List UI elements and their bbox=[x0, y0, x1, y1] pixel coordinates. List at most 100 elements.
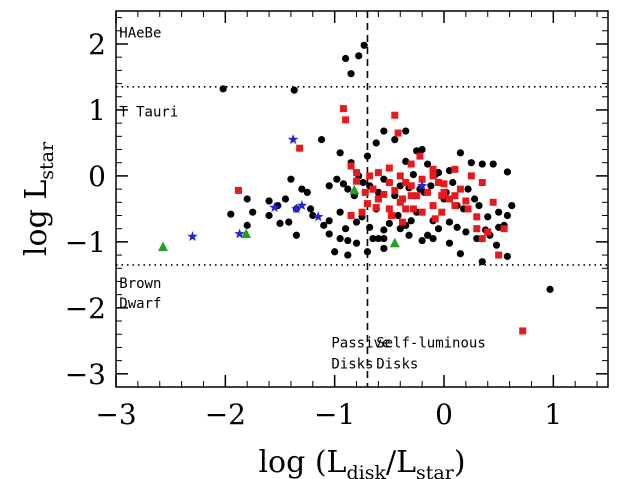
data-point-circle bbox=[325, 182, 333, 190]
data-point-square bbox=[296, 144, 304, 152]
axis-title-subscript: star bbox=[416, 462, 455, 479]
data-point-circle bbox=[434, 225, 443, 233]
x-tick-label: 1 bbox=[544, 398, 562, 431]
data-point-circle bbox=[409, 170, 417, 179]
data-point-circle bbox=[445, 167, 454, 175]
data-point-square bbox=[435, 179, 443, 187]
data-point-circle bbox=[402, 127, 410, 135]
data-point-circle bbox=[355, 52, 363, 60]
region-label: Dwarf bbox=[119, 296, 161, 312]
data-point-circle bbox=[418, 236, 426, 245]
data-point-square bbox=[424, 188, 432, 196]
data-point-circle bbox=[281, 195, 290, 203]
data-point-circle bbox=[344, 236, 352, 245]
data-point-square bbox=[402, 205, 410, 213]
data-point-star bbox=[269, 202, 280, 213]
data-point-circle bbox=[492, 241, 501, 249]
data-point-triangle bbox=[158, 241, 169, 252]
data-point-square bbox=[234, 186, 242, 194]
data-point-square bbox=[388, 211, 396, 219]
data-point-circle bbox=[478, 160, 486, 168]
y-tick-label: −2 bbox=[65, 292, 106, 325]
data-point-circle bbox=[467, 159, 475, 167]
data-point-circle bbox=[471, 195, 479, 203]
data-point-circle bbox=[427, 182, 435, 190]
data-point-square bbox=[385, 164, 393, 172]
data-point-circle bbox=[336, 208, 344, 216]
data-point-square bbox=[478, 179, 486, 187]
data-point-square bbox=[391, 186, 399, 194]
data-point-circle bbox=[495, 208, 503, 216]
data-point-square bbox=[418, 208, 426, 216]
y-tick-label: 2 bbox=[88, 28, 106, 61]
data-point-circle bbox=[276, 219, 284, 228]
data-point-square bbox=[396, 172, 404, 180]
data-point-circle bbox=[478, 258, 486, 266]
data-point-square bbox=[358, 208, 366, 216]
data-point-triangle bbox=[389, 237, 400, 248]
data-point-square bbox=[456, 185, 464, 193]
data-point-circle bbox=[290, 86, 298, 94]
data-point-square bbox=[391, 111, 399, 119]
data-point-circle bbox=[503, 168, 512, 176]
data-point-square bbox=[361, 188, 369, 196]
data-point-circle bbox=[449, 178, 457, 187]
data-point-circle bbox=[307, 205, 315, 213]
data-point-square bbox=[495, 251, 503, 259]
data-point-square bbox=[380, 190, 388, 198]
data-point-circle bbox=[243, 221, 251, 229]
data-point-circle bbox=[385, 219, 393, 228]
data-point-circle bbox=[484, 213, 492, 221]
region-label: HAeBe bbox=[119, 25, 161, 41]
data-point-circle bbox=[298, 185, 306, 193]
data-point-square bbox=[347, 211, 355, 219]
data-point-circle bbox=[339, 180, 348, 188]
data-point-circle bbox=[363, 152, 372, 160]
data-point-square bbox=[366, 172, 374, 180]
data-point-square bbox=[416, 152, 424, 160]
data-point-circle bbox=[503, 252, 512, 260]
data-point-circle bbox=[325, 217, 333, 225]
data-point-square bbox=[473, 225, 481, 233]
data-point-circle bbox=[489, 160, 497, 168]
data-point-square bbox=[409, 205, 417, 213]
data-point-star bbox=[296, 200, 308, 211]
region-label: Self-luminous bbox=[376, 335, 486, 351]
data-point-square bbox=[431, 215, 439, 223]
data-point-circle bbox=[424, 160, 432, 168]
data-point-circle bbox=[320, 221, 328, 229]
data-point-square bbox=[347, 162, 355, 170]
data-point-square bbox=[402, 179, 410, 187]
region-label: Disks bbox=[331, 357, 373, 373]
data-point-triangle bbox=[349, 184, 360, 195]
data-point-circle bbox=[456, 149, 464, 157]
data-point-circle bbox=[396, 182, 404, 190]
data-point-square bbox=[464, 205, 472, 213]
x-tick-label: −1 bbox=[314, 398, 355, 431]
data-point-circle bbox=[325, 230, 333, 238]
data-point-circle bbox=[363, 248, 372, 256]
y-tick-label: −3 bbox=[65, 358, 106, 391]
axis-title-part: /L bbox=[386, 445, 416, 479]
data-point-square bbox=[451, 165, 459, 173]
data-point-circle bbox=[380, 244, 388, 253]
data-point-square bbox=[369, 185, 377, 193]
data-point-square bbox=[363, 200, 371, 208]
data-point-circle bbox=[456, 250, 464, 258]
reference-lines bbox=[116, 11, 608, 387]
axis-title-subscript: disk bbox=[346, 462, 386, 479]
data-point-circle bbox=[453, 223, 461, 231]
data-point-star bbox=[187, 231, 198, 242]
data-point-circle bbox=[309, 211, 317, 220]
data-point-square bbox=[451, 192, 459, 200]
data-point-circle bbox=[265, 197, 273, 205]
data-point-square bbox=[413, 192, 421, 200]
data-point-square bbox=[429, 165, 437, 173]
y-axis: −3 −2 −1 0 1 2 bbox=[65, 17, 608, 391]
data-point-circle bbox=[424, 231, 432, 239]
data-point-circle bbox=[462, 228, 470, 236]
region-label: Disks bbox=[376, 357, 418, 373]
axis-title-subscript: star bbox=[36, 141, 58, 180]
data-point-circle bbox=[243, 195, 251, 203]
